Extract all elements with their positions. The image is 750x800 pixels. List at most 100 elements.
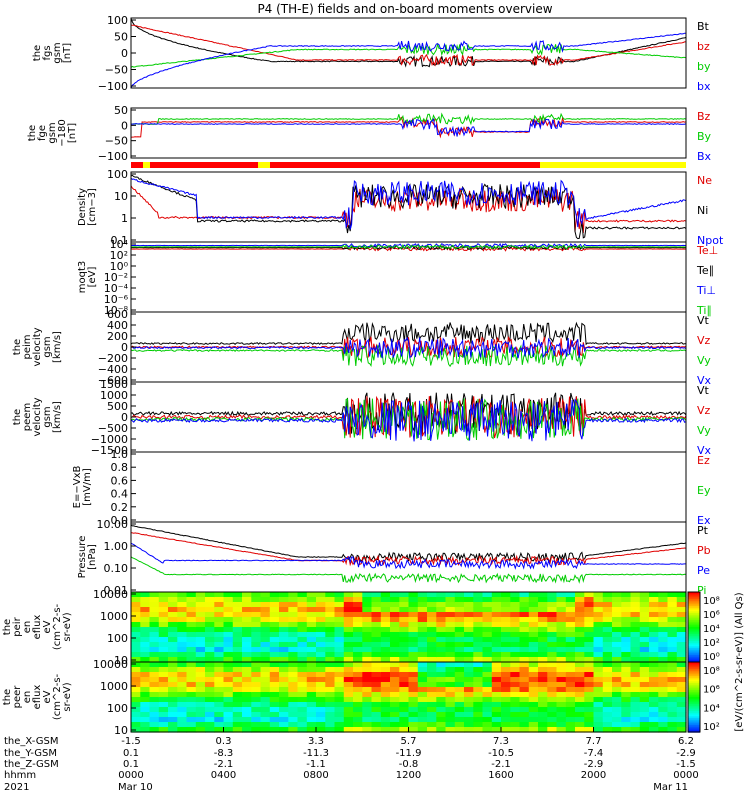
- peir-cell: [279, 637, 289, 643]
- peer-cell: [445, 707, 456, 713]
- peir-cell: [158, 597, 169, 603]
- peir-cell: [658, 647, 669, 653]
- peer-cell: [168, 707, 178, 713]
- peir-cell: [306, 657, 317, 663]
- colorbar-cell: [688, 662, 700, 665]
- peim-series-Vy: [130, 344, 687, 368]
- peer-cell: [436, 697, 447, 703]
- peir-cell: [232, 627, 243, 633]
- peir-cell: [658, 597, 669, 603]
- peir-cell: [556, 597, 567, 603]
- peir-cell: [158, 657, 169, 663]
- peer-cell: [214, 677, 225, 683]
- peir-cell: [417, 632, 428, 638]
- density-series-lines: [130, 174, 687, 240]
- peer-cell: [565, 707, 576, 713]
- peer-cell: [565, 717, 576, 723]
- peer-cell: [168, 702, 178, 708]
- peer-cell: [168, 662, 178, 668]
- peer-cell: [223, 712, 234, 718]
- peir-cell: [630, 607, 641, 613]
- peer-cell: [473, 722, 484, 728]
- peer-cell: [482, 692, 493, 698]
- peer-cell: [353, 692, 363, 698]
- peer-cell: [658, 692, 669, 698]
- peir-cell: [417, 627, 428, 633]
- peir-cell: [334, 627, 345, 633]
- peer-cell: [140, 697, 151, 703]
- peer-cell: [649, 717, 659, 723]
- peer-cell: [242, 722, 252, 728]
- x-tick-label: -11.9: [396, 748, 422, 759]
- peer-cell: [325, 687, 336, 693]
- mode-segment: [131, 162, 143, 168]
- peer-cell: [362, 692, 373, 698]
- peer-cell: [334, 722, 345, 728]
- peer-cell: [593, 712, 604, 718]
- x-row-label: the_X-GSM: [4, 736, 58, 747]
- peer-cell: [473, 707, 484, 713]
- peir-cell: [639, 632, 650, 638]
- peir-cell: [306, 617, 317, 623]
- peer-cell: [602, 672, 613, 678]
- peir-cell: [269, 632, 280, 638]
- peir-cell: [612, 592, 622, 598]
- peir-cell: [639, 597, 650, 603]
- peer-cell: [630, 697, 641, 703]
- x-tick-label: 1600: [488, 770, 513, 781]
- mode-segment: [540, 162, 686, 168]
- peir-cell: [427, 632, 437, 638]
- peer-cell: [158, 662, 169, 668]
- fge-ytick-label: −50: [105, 135, 128, 148]
- peir-cell: [158, 642, 169, 648]
- peir-cell: [205, 602, 215, 608]
- peir-cell: [436, 612, 447, 618]
- peir-cell: [575, 657, 585, 663]
- peir-cell: [371, 657, 382, 663]
- peir-cell: [223, 652, 234, 658]
- peer-cell: [510, 697, 521, 703]
- peer-cell: [667, 692, 678, 698]
- peer-cell: [232, 712, 243, 718]
- peer-cell: [593, 682, 604, 688]
- peer-cell: [399, 727, 410, 733]
- peir-cell: [316, 617, 326, 623]
- colorbar-cell: [688, 653, 700, 656]
- peir-cell: [177, 647, 188, 653]
- pressure-legend-Pt: Pt: [697, 524, 709, 537]
- peer-cell: [482, 677, 493, 683]
- peer-cell: [288, 697, 299, 703]
- peir-cell: [306, 602, 317, 608]
- peer-cell: [149, 687, 160, 693]
- peer-cell: [343, 707, 354, 713]
- peer-cell: [427, 702, 437, 708]
- peer-cell: [390, 697, 400, 703]
- peir-cell: [649, 597, 659, 603]
- peim-ytick-label: 400: [107, 319, 128, 332]
- peer-cell: [334, 717, 345, 723]
- colorbar-cell: [688, 642, 700, 646]
- peer-cell: [214, 727, 225, 733]
- peer-cell: [547, 727, 558, 733]
- peir-cell: [427, 652, 437, 658]
- peir-cell: [205, 592, 215, 598]
- peir-cell: [140, 632, 151, 638]
- peir-cell: [140, 642, 151, 648]
- peer-cell: [390, 677, 400, 683]
- peir-cell: [362, 637, 373, 643]
- peir-cell: [260, 602, 271, 608]
- peir-cell: [242, 647, 252, 653]
- peir-cell: [380, 652, 391, 658]
- peer-cell: [584, 687, 595, 693]
- peir-cell: [325, 642, 336, 648]
- peir-cell: [140, 647, 151, 653]
- colorbar-cell: [688, 614, 700, 618]
- peer-cell: [408, 722, 419, 728]
- peer-cell: [630, 707, 641, 713]
- peir-cell: [445, 627, 456, 633]
- peir-cell: [510, 602, 521, 608]
- peer-cell: [445, 717, 456, 723]
- peir-cell: [380, 642, 391, 648]
- peir-cell: [667, 627, 678, 633]
